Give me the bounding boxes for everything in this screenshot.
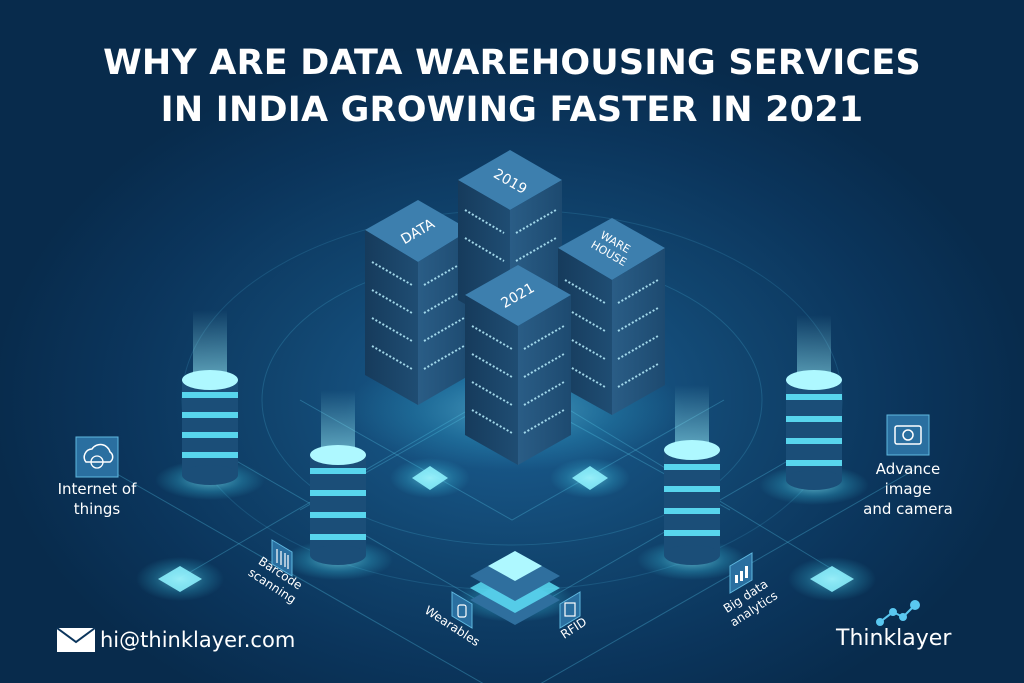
label-internet-of-things: Internet of things	[47, 479, 147, 519]
envelope-icon	[56, 627, 96, 652]
disk-stack-right-front	[637, 385, 747, 580]
label-advance-line-2: image	[884, 480, 932, 498]
chip-stack	[455, 551, 575, 625]
globe-cloud-icon	[75, 436, 119, 478]
disk-stack-left-front	[283, 390, 393, 580]
title-line-2: IN INDIA GROWING FASTER IN 2021	[160, 90, 864, 130]
disk-stack-left-back	[155, 310, 265, 500]
server-data	[365, 200, 470, 405]
camera-icon	[886, 414, 930, 456]
label-advance-line-3: and camera	[863, 500, 953, 518]
brand-logo-icon	[876, 600, 920, 626]
contact-email[interactable]: hi@thinklayer.com	[56, 626, 295, 654]
label-advance-line-1: Advance	[875, 460, 941, 478]
server-2021	[465, 265, 571, 465]
watch-icon	[451, 591, 473, 629]
rfid-icon	[559, 591, 581, 629]
label-iot-line-1: Internet of	[57, 480, 137, 498]
glow-tiles	[136, 458, 876, 601]
email-text[interactable]: hi@thinklayer.com	[100, 628, 296, 652]
label-iot-line-2: things	[73, 500, 121, 518]
page-title: WHY ARE DATA WAREHOUSING SERVICES IN IND…	[0, 40, 1024, 134]
disk-stack-right-back	[759, 315, 869, 505]
barcode-icon	[271, 539, 293, 577]
label-advance-image-camera: Advance image and camera	[858, 459, 958, 519]
title-line-1: WHY ARE DATA WAREHOUSING SERVICES	[103, 43, 921, 83]
chart-icon	[729, 552, 753, 594]
brand-name: Thinklayer	[836, 626, 952, 651]
email-icon-spacer	[56, 626, 96, 654]
server-warehouse	[558, 218, 665, 415]
